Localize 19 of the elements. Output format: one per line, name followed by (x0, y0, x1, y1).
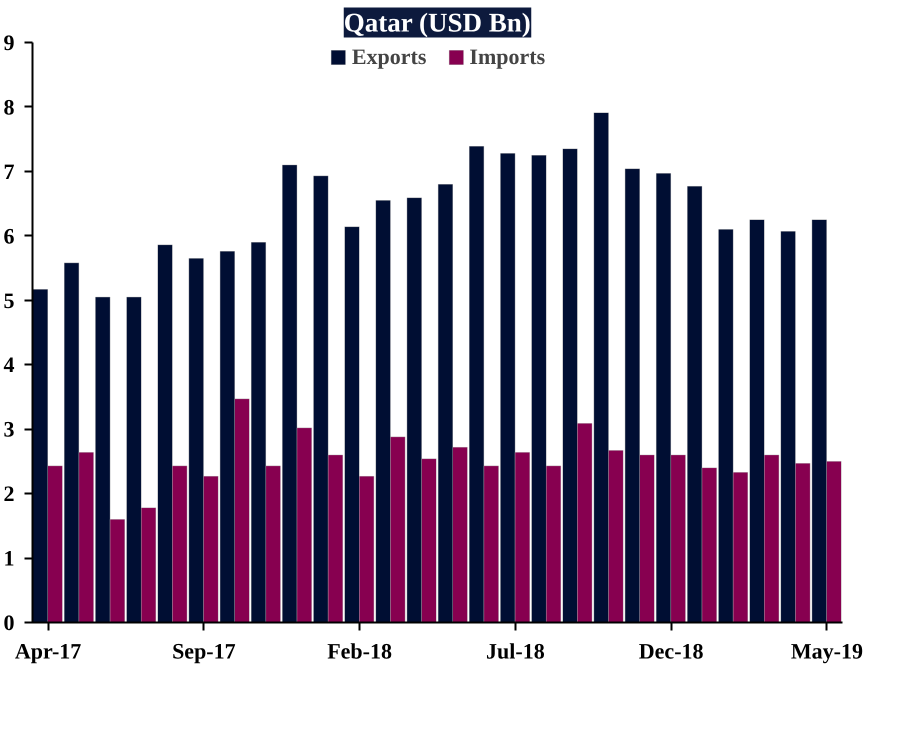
x-tick-label: Sep-17 (172, 638, 236, 664)
legend-label: Exports (352, 44, 426, 70)
legend-label: Imports (469, 44, 546, 70)
y-tick-label: 7 (4, 158, 14, 184)
y-tick-label: 2 (4, 481, 14, 506)
x-tick-label: Apr-17 (14, 638, 82, 664)
x-tick-label: May-19 (790, 638, 863, 664)
y-tick-label: 8 (4, 94, 14, 120)
x-tick-label: Feb-18 (327, 638, 392, 664)
x-tick-label: Dec-18 (638, 638, 704, 664)
y-tick-label: 9 (4, 30, 14, 55)
y-tick-label: 3 (4, 416, 14, 442)
y-tick-label: 4 (4, 352, 14, 378)
y-tick-label: 5 (4, 288, 14, 313)
x-tick-label: Jul-18 (486, 638, 545, 664)
y-tick-label: 6 (4, 223, 14, 248)
chart-title: Qatar (USD Bn) (344, 8, 531, 38)
y-tick-label: 0 (4, 610, 14, 635)
y-tick-label: 1 (4, 546, 14, 571)
